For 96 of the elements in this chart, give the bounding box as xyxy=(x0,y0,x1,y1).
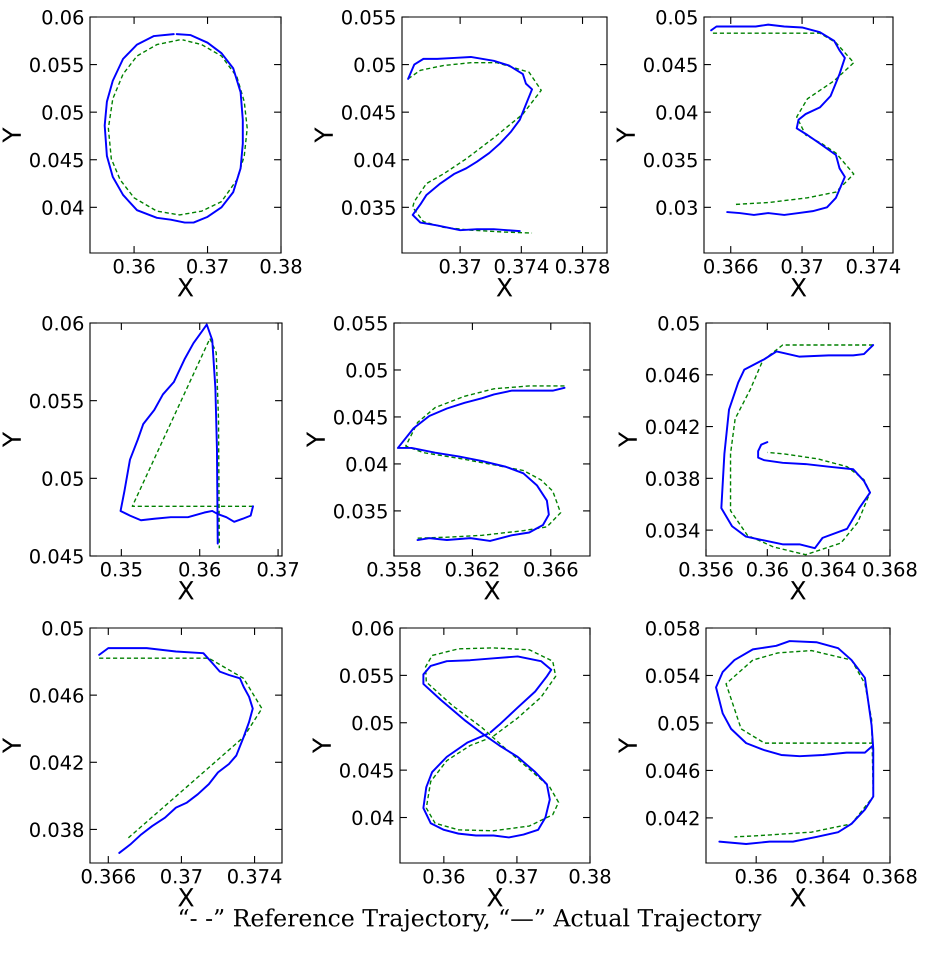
x-tick-label: 0.36 xyxy=(736,868,777,884)
y-tick-label: 0.05 xyxy=(346,362,387,378)
line-series xyxy=(98,658,263,839)
x-tick-label: 0.37 xyxy=(782,258,822,274)
y-tick-label: 0.04 xyxy=(42,200,84,215)
y-axis-title: Y xyxy=(312,738,331,754)
y-tick-label: 0.035 xyxy=(644,152,697,168)
line-series xyxy=(712,32,854,206)
y-tick-label: 0.03 xyxy=(656,200,697,215)
y-tick-label: 0.045 xyxy=(334,410,387,425)
y-axis-title: Y xyxy=(616,127,635,143)
y-tick-label: 0.04 xyxy=(346,456,388,472)
y-tick-label: 0.055 xyxy=(334,316,387,331)
y-tick-label: 0.034 xyxy=(646,523,700,538)
x-tick-label: 0.366 xyxy=(524,562,578,577)
y-tick-label: 0.042 xyxy=(646,810,698,826)
x-tick-label: 0.38 xyxy=(260,258,302,274)
y-tick-label: 0.05 xyxy=(656,10,697,25)
x-tick-label: 0.358 xyxy=(367,562,420,577)
x-tick-label: 0.368 xyxy=(863,868,916,884)
y-tick-label: 0.045 xyxy=(30,548,83,564)
text: “- -” Reference Trajectory, “—” Actual Trajectory xyxy=(180,908,762,932)
line-series xyxy=(98,647,254,854)
x-axis-title: X xyxy=(790,581,806,600)
y-tick-label: 0.05 xyxy=(42,620,83,636)
x-tick-label: 0.366 xyxy=(82,868,135,884)
x-axis-title: X xyxy=(496,278,512,296)
x-tick-label: 0.364 xyxy=(802,562,856,577)
y-tick-label: 0.05 xyxy=(352,716,393,730)
line-series xyxy=(710,24,846,216)
y-tick-label: 0.055 xyxy=(342,10,395,25)
y-axis-title: Y xyxy=(2,127,21,143)
y-tick-label: 0.046 xyxy=(646,763,700,778)
y-tick-label: 0.04 xyxy=(656,105,698,120)
x-tick-label: 0.37 xyxy=(258,562,298,577)
y-tick-label: 0.05 xyxy=(354,58,395,72)
x-axis-title: X xyxy=(790,278,806,296)
y-tick-label: 0.038 xyxy=(646,471,700,486)
x-tick-label: 0.35 xyxy=(100,562,142,577)
x-axis-title: X xyxy=(790,888,806,906)
y-tick-label: 0.05 xyxy=(658,716,699,731)
x-tick-label: 0.37 xyxy=(161,868,202,884)
y-tick-label: 0.038 xyxy=(30,822,84,838)
y-tick-label: 0.035 xyxy=(334,504,387,519)
y-tick-label: 0.042 xyxy=(646,420,698,434)
x-axis-title: X xyxy=(178,888,194,906)
x-axis-title: X xyxy=(178,278,194,296)
line-series xyxy=(132,338,254,549)
y-tick-label: 0.05 xyxy=(42,105,83,120)
x-tick-label: 0.37 xyxy=(187,258,228,274)
y-axis-title: Y xyxy=(314,127,333,143)
y-axis-title: Y xyxy=(618,738,637,754)
y-tick-label: 0.045 xyxy=(644,58,697,72)
y-axis-title: Y xyxy=(306,432,325,448)
x-tick-label: 0.37 xyxy=(496,868,537,884)
x-axis-title: X xyxy=(484,581,500,600)
x-tick-label: 0.36 xyxy=(423,868,464,884)
y-tick-label: 0.058 xyxy=(646,620,700,636)
x-tick-label: 0.38 xyxy=(570,868,610,884)
y-axis-title: Y xyxy=(618,432,637,448)
y-tick-label: 0.055 xyxy=(340,668,393,684)
x-axis-title: X xyxy=(178,581,194,600)
x-tick-label: 0.374 xyxy=(494,258,548,274)
x-tick-label: 0.36 xyxy=(746,562,788,577)
y-tick-label: 0.04 xyxy=(354,152,396,168)
y-tick-label: 0.06 xyxy=(352,620,394,636)
x-tick-label: 0.378 xyxy=(556,258,610,274)
y-tick-label: 0.04 xyxy=(352,810,394,826)
line-series xyxy=(120,324,254,545)
y-tick-label: 0.055 xyxy=(30,58,83,72)
y-tick-label: 0.06 xyxy=(42,316,84,331)
y-tick-label: 0.046 xyxy=(30,688,84,703)
y-tick-label: 0.046 xyxy=(646,368,700,382)
x-tick-label: 0.356 xyxy=(679,562,733,577)
x-tick-label: 0.37 xyxy=(440,258,480,274)
x-axis-title: X xyxy=(487,888,503,906)
y-axis-title: Y xyxy=(2,432,21,448)
y-tick-label: 0.045 xyxy=(342,105,395,120)
y-tick-label: 0.045 xyxy=(30,152,83,168)
x-tick-label: 0.36 xyxy=(114,258,154,274)
x-tick-label: 0.362 xyxy=(446,562,498,577)
y-tick-label: 0.06 xyxy=(42,10,84,25)
x-tick-label: 0.374 xyxy=(846,258,900,274)
y-tick-label: 0.05 xyxy=(42,471,83,486)
y-tick-label: 0.042 xyxy=(30,755,82,770)
y-tick-label: 0.045 xyxy=(340,763,393,778)
y-axis-title: Y xyxy=(2,738,21,754)
x-tick-label: 0.36 xyxy=(179,562,220,577)
x-tick-label: 0.364 xyxy=(796,868,850,884)
y-tick-label: 0.054 xyxy=(646,668,700,684)
y-tick-label: 0.055 xyxy=(30,394,83,408)
x-tick-label: 0.374 xyxy=(228,868,282,884)
y-tick-label: 0.05 xyxy=(658,316,699,331)
x-tick-label: 0.366 xyxy=(704,258,758,274)
y-tick-label: 0.035 xyxy=(342,200,395,215)
x-tick-label: 0.368 xyxy=(863,562,916,577)
